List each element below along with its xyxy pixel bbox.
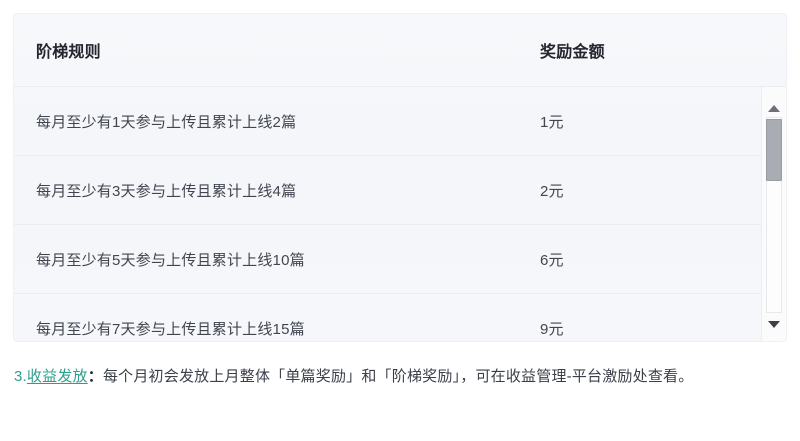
scroll-down-arrow-icon[interactable]: [762, 315, 786, 333]
column-header-rule: 阶梯规则: [36, 44, 101, 61]
triangle-up-icon: [768, 104, 780, 112]
table-row: 每月至少有1天参与上传且累计上线2篇 1元: [14, 87, 786, 156]
table-header-row: 阶梯规则 奖励金额: [14, 14, 786, 87]
footnote-index: 3.: [14, 368, 27, 385]
triangle-down-icon: [768, 320, 780, 328]
tier-rule-table: 阶梯规则 奖励金额 每月至少有1天参与上传且累计上线2篇 1元 每月至少有3天参…: [14, 14, 786, 341]
cell-amount: 9元: [540, 321, 564, 338]
cell-rule: 每月至少有3天参与上传且累计上线4篇: [36, 182, 297, 200]
scrollbar-thumb[interactable]: [766, 119, 782, 181]
table-scrollbar[interactable]: [761, 87, 786, 341]
table-row: 每月至少有7天参与上传且累计上线15篇 9元: [14, 294, 786, 341]
tier-rule-table-card: 阶梯规则 奖励金额 每月至少有1天参与上传且累计上线2篇 1元 每月至少有3天参…: [14, 14, 786, 341]
table-row: 每月至少有5天参与上传且累计上线10篇 6元: [14, 225, 786, 294]
column-header-amount: 奖励金额: [540, 44, 605, 61]
footnote-paragraph: 3.收益发放：每个月初会发放上月整体「单篇奖励」和「阶梯奖励」，可在收益管理-平…: [14, 362, 786, 392]
cell-rule: 每月至少有5天参与上传且累计上线10篇: [36, 251, 305, 269]
cell-amount: 2元: [540, 182, 564, 200]
footnote-colon: ：: [87, 368, 103, 385]
footnote-body: 每个月初会发放上月整体「单篇奖励」和「阶梯奖励」，可在收益管理-平台激励处查看。: [102, 368, 694, 385]
scroll-up-arrow-icon[interactable]: [762, 99, 786, 117]
table-row: 每月至少有3天参与上传且累计上线4篇 2元: [14, 156, 786, 225]
footnote-link[interactable]: 收益发放: [26, 368, 88, 385]
cell-rule: 每月至少有1天参与上传且累计上线2篇: [36, 113, 297, 131]
cell-amount: 1元: [540, 113, 564, 131]
cell-amount: 6元: [540, 251, 564, 269]
cell-rule: 每月至少有7天参与上传且累计上线15篇: [36, 321, 305, 338]
